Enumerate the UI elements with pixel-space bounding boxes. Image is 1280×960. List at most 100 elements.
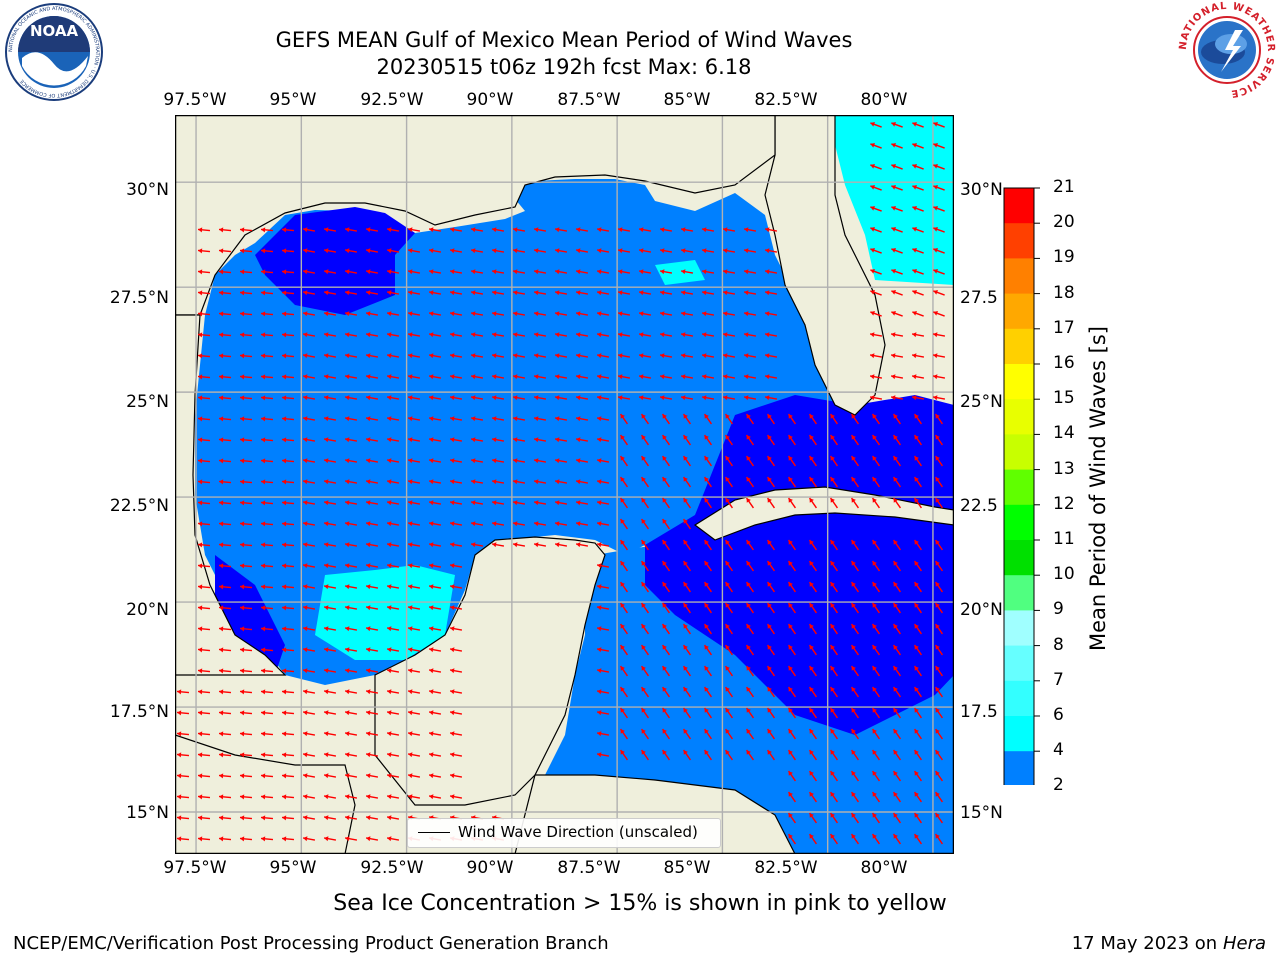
wave-direction-arrow xyxy=(197,731,211,737)
wave-direction-arrow xyxy=(365,710,379,716)
chart-title: GEFS MEAN Gulf of Mexico Mean Period of … xyxy=(275,28,853,52)
wave-direction-arrow xyxy=(829,560,839,572)
wave-direction-arrow xyxy=(386,605,400,611)
wave-direction-arrow xyxy=(934,644,944,656)
wave-direction-arrow xyxy=(344,836,358,842)
wave-direction-arrow xyxy=(701,290,715,296)
colorbar-bin-10 xyxy=(1004,434,1034,471)
wave-direction-arrow xyxy=(470,458,484,464)
wave-direction-arrow xyxy=(176,752,190,758)
wave-direction-arrow xyxy=(892,728,902,740)
wave-direction-arrow xyxy=(365,752,379,758)
wave-direction-arrow xyxy=(449,689,463,695)
wave-direction-arrow xyxy=(218,626,232,632)
lat-tick-left-3: 22.5°N xyxy=(109,496,169,516)
colorbar-title: Mean Period of Wind Waves [s] xyxy=(1086,326,1110,651)
wave-direction-arrow xyxy=(449,752,463,758)
wave-direction-arrow xyxy=(449,437,463,443)
wave-direction-arrow xyxy=(934,539,944,551)
wave-direction-arrow xyxy=(787,728,797,740)
wave-direction-arrow xyxy=(302,815,316,821)
wave-direction-arrow xyxy=(724,581,734,593)
wave-direction-arrow xyxy=(640,497,650,509)
wave-direction-arrow xyxy=(491,374,505,380)
wave-direction-arrow xyxy=(365,836,379,842)
wave-direction-arrow xyxy=(428,458,442,464)
wave-direction-arrow xyxy=(386,773,400,779)
wave-direction-arrow xyxy=(533,332,547,338)
colorbar-bin-13 xyxy=(1004,328,1034,365)
wave-direction-arrow xyxy=(554,395,568,401)
wave-direction-arrow xyxy=(701,311,715,317)
wave-direction-arrow xyxy=(661,602,671,614)
wave-direction-arrow xyxy=(934,749,944,761)
wave-direction-arrow xyxy=(870,205,882,212)
wave-direction-arrow xyxy=(470,479,484,485)
wave-direction-arrow xyxy=(871,602,881,614)
wave-direction-arrow xyxy=(911,353,925,359)
wave-direction-arrow xyxy=(661,560,671,572)
wave-direction-arrow xyxy=(407,332,421,338)
wave-direction-arrow xyxy=(870,142,882,149)
wave-direction-arrow xyxy=(239,794,253,800)
colorbar-label-7: 11 xyxy=(1053,529,1075,549)
wave-direction-arrow xyxy=(850,665,860,677)
wave-direction-arrow xyxy=(239,563,253,569)
colorbar-label-9: 13 xyxy=(1053,458,1075,479)
wave-direction-arrow xyxy=(808,539,818,551)
wave-direction-arrow xyxy=(386,227,400,233)
lon-tick-top-0: 97.5°W xyxy=(163,90,227,110)
wave-direction-arrow xyxy=(596,227,610,233)
wave-direction-arrow xyxy=(218,248,232,254)
wave-direction-arrow xyxy=(491,479,505,485)
wave-direction-arrow xyxy=(724,497,734,509)
wave-direction-arrow xyxy=(891,289,903,296)
wave-direction-arrow xyxy=(218,542,232,548)
wave-direction-arrow xyxy=(870,289,882,296)
wave-direction-arrow xyxy=(449,710,463,716)
wave-direction-arrow xyxy=(682,434,692,446)
wave-direction-arrow xyxy=(323,563,337,569)
wave-direction-arrow xyxy=(260,269,274,275)
wave-direction-arrow xyxy=(638,311,652,317)
wave-direction-arrow xyxy=(281,794,295,800)
wave-direction-arrow xyxy=(596,458,610,464)
wave-direction-arrow xyxy=(890,353,904,359)
wave-direction-arrow xyxy=(808,686,818,698)
wave-direction-arrow xyxy=(449,227,463,233)
wave-direction-arrow xyxy=(575,248,589,254)
wave-direction-arrow xyxy=(575,395,589,401)
colorbar-bin-2 xyxy=(1004,716,1034,752)
wave-direction-arrow xyxy=(533,521,547,527)
wave-direction-arrow xyxy=(428,668,442,674)
wave-direction-arrow xyxy=(449,332,463,338)
wave-direction-arrow xyxy=(428,563,442,569)
wave-direction-arrow xyxy=(239,605,253,611)
wave-direction-arrow xyxy=(766,497,776,509)
wave-direction-arrow xyxy=(934,581,944,593)
wave-direction-arrow xyxy=(323,416,337,422)
wave-direction-arrow xyxy=(640,560,650,572)
wave-direction-arrow xyxy=(449,647,463,653)
wave-direction-arrow xyxy=(682,476,692,488)
wave-direction-arrow xyxy=(619,623,629,635)
wave-direction-arrow xyxy=(197,668,211,674)
lon-tick-bottom-2: 92.5°W xyxy=(360,858,424,878)
wave-direction-arrow xyxy=(934,791,944,803)
wave-direction-arrow xyxy=(871,476,881,488)
wave-direction-arrow xyxy=(743,290,757,296)
wave-direction-arrow xyxy=(428,290,442,296)
wave-direction-arrow xyxy=(407,731,421,737)
colorbar-bin-4 xyxy=(1004,645,1034,682)
wave-direction-arrow xyxy=(428,689,442,695)
wave-direction-arrow xyxy=(407,584,421,590)
wave-direction-arrow xyxy=(913,791,923,803)
lon-tick-bottom-7: 80°W xyxy=(860,858,908,878)
wave-direction-arrow xyxy=(365,647,379,653)
wave-direction-arrow xyxy=(323,227,337,233)
wave-direction-arrow xyxy=(617,374,631,380)
wave-direction-arrow xyxy=(554,311,568,317)
wave-direction-arrow xyxy=(239,374,253,380)
wave-direction-arrow xyxy=(934,476,944,488)
wave-direction-arrow xyxy=(512,227,526,233)
